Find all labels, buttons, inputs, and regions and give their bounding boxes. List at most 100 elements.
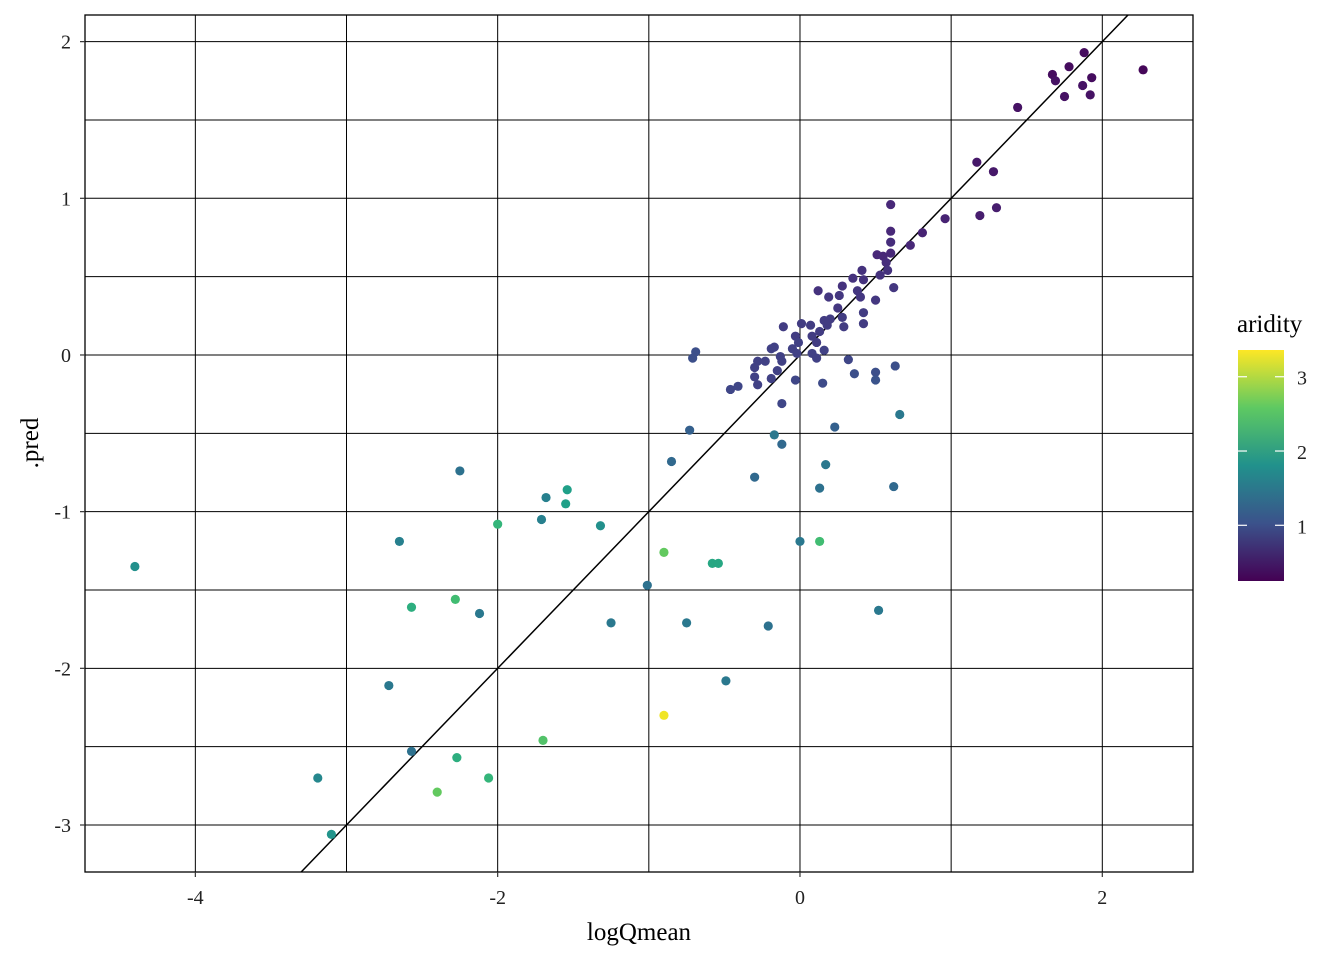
data-point <box>536 514 547 525</box>
data-point <box>760 356 770 366</box>
x-tick-label: -4 <box>187 887 204 909</box>
data-point <box>858 308 869 318</box>
data-point <box>890 361 900 371</box>
data-point <box>815 326 825 337</box>
data-point <box>1087 73 1097 83</box>
data-point <box>725 384 736 395</box>
data-point <box>450 594 460 604</box>
data-point <box>972 157 982 167</box>
panel-border <box>84 14 1194 873</box>
y-tick-label: 1 <box>61 188 71 210</box>
data-point <box>837 312 847 322</box>
y-tick-label: -3 <box>54 815 71 837</box>
data-point <box>870 375 881 385</box>
data-point <box>452 753 462 763</box>
data-point <box>889 481 899 492</box>
data-point <box>991 203 1002 213</box>
y-axis-ticks: -3 -2 -1 0 1 2 <box>54 32 85 837</box>
data-point <box>130 561 140 572</box>
data-point <box>988 167 999 177</box>
data-point <box>769 430 779 440</box>
data-point <box>313 773 323 783</box>
data-point <box>713 558 723 568</box>
data-point <box>326 829 336 839</box>
data-point <box>815 483 825 493</box>
data-point <box>837 281 847 291</box>
legend-tick-label: 3 <box>1297 368 1307 390</box>
x-axis-ticks: -4 -2 0 2 <box>187 872 1107 909</box>
data-point <box>1013 102 1023 113</box>
data-point <box>483 773 494 783</box>
identity-line <box>300 15 1129 872</box>
data-point <box>849 369 860 379</box>
data-point <box>595 521 606 531</box>
data-point <box>562 485 572 495</box>
data-point <box>858 275 869 285</box>
data-point <box>1059 91 1070 102</box>
data-point <box>905 240 915 250</box>
x-axis-title: logQmean <box>587 919 692 946</box>
x-tick-label: 2 <box>1097 887 1107 909</box>
data-point <box>642 580 652 590</box>
data-point <box>858 319 869 329</box>
data-point <box>406 746 417 756</box>
data-point <box>793 337 804 348</box>
legend-tick-label: 2 <box>1297 442 1307 464</box>
data-point <box>895 409 905 420</box>
y-tick-label: 2 <box>61 32 71 54</box>
data-point <box>790 375 801 385</box>
identity-line-path <box>300 15 1129 872</box>
data-point <box>848 273 858 283</box>
points-layer <box>130 48 1148 839</box>
grid-lines <box>85 15 1193 872</box>
data-point <box>750 362 760 373</box>
data-point <box>493 519 503 529</box>
data-point <box>839 322 849 332</box>
data-point <box>394 536 405 547</box>
data-point <box>886 237 896 247</box>
x-tick-label: 0 <box>795 887 805 909</box>
data-point <box>843 355 853 365</box>
data-point <box>881 257 891 268</box>
legend-title: aridity <box>1237 311 1303 338</box>
data-point <box>873 605 884 615</box>
data-point <box>821 460 831 470</box>
data-point <box>561 499 571 509</box>
data-point <box>474 608 485 619</box>
data-point <box>815 536 825 547</box>
data-point <box>886 199 896 210</box>
data-point <box>406 602 417 612</box>
data-point <box>1079 48 1089 58</box>
data-point <box>940 214 950 224</box>
data-point <box>1085 90 1095 100</box>
data-point <box>1050 76 1061 86</box>
data-point <box>883 265 893 275</box>
data-point <box>685 425 695 435</box>
data-point <box>812 353 822 363</box>
data-point <box>541 492 551 503</box>
data-point <box>822 320 832 330</box>
data-point <box>766 344 776 354</box>
data-point <box>875 270 885 280</box>
data-point <box>975 210 985 221</box>
legend-tick-label: 1 <box>1297 516 1307 538</box>
data-point <box>830 422 840 432</box>
data-point <box>824 292 834 302</box>
data-point <box>777 398 787 409</box>
y-tick-label: 0 <box>61 345 71 367</box>
data-point <box>818 378 828 388</box>
data-point <box>606 618 616 628</box>
data-point <box>659 710 669 720</box>
data-point <box>750 472 760 482</box>
data-point <box>870 367 881 377</box>
data-point <box>733 381 743 391</box>
data-point <box>772 366 782 376</box>
data-point <box>777 356 787 366</box>
data-point <box>682 618 692 628</box>
data-point <box>805 320 816 330</box>
data-point <box>1138 65 1148 75</box>
data-point <box>917 228 928 238</box>
data-point <box>666 456 677 467</box>
colorbar <box>1238 350 1284 581</box>
